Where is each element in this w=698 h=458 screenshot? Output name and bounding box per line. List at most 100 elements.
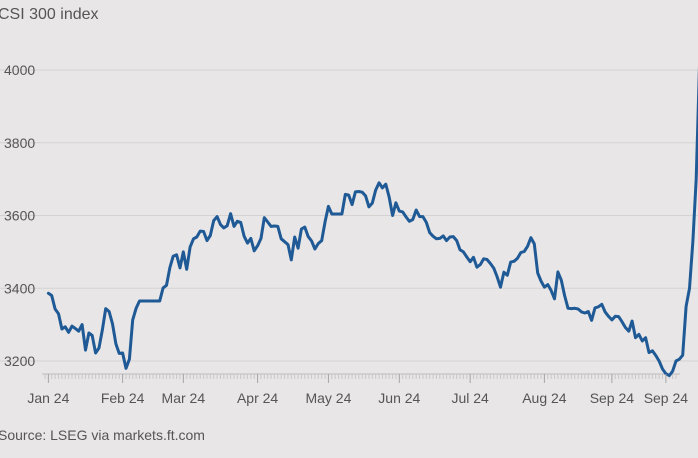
data-point (648, 352, 650, 354)
data-point (169, 266, 171, 269)
data-point (516, 257, 519, 259)
data-point (240, 221, 242, 223)
data-point (594, 307, 596, 309)
data-point (341, 213, 343, 215)
data-point (560, 279, 562, 281)
data-point (348, 194, 350, 196)
data-point (580, 311, 583, 313)
data-point (611, 319, 613, 321)
data-point (371, 202, 373, 204)
data-point (108, 310, 110, 313)
x-tick-label: Sep 24 (644, 390, 689, 406)
data-point (469, 261, 471, 263)
data-point (115, 343, 117, 345)
data-point (317, 242, 319, 245)
data-point (523, 250, 525, 253)
data-point (553, 298, 556, 300)
y-tick-label: 3800 (4, 135, 35, 151)
data-point (628, 330, 630, 332)
data-point (513, 260, 515, 262)
data-point (375, 189, 377, 191)
data-point (304, 226, 306, 228)
y-tick-label: 3400 (4, 280, 35, 296)
data-point (584, 312, 586, 314)
data-point (638, 333, 640, 335)
data-point (425, 221, 427, 223)
data-point (223, 227, 225, 229)
data-point (429, 232, 431, 234)
data-point (655, 354, 657, 357)
data-point (47, 292, 50, 294)
data-point (408, 220, 410, 222)
data-point (358, 190, 360, 193)
data-point (678, 358, 681, 360)
data-point (570, 308, 573, 310)
data-point (506, 274, 508, 276)
data-point (206, 240, 208, 242)
data-point (472, 256, 475, 258)
x-tick-label: Apr 24 (237, 390, 278, 406)
data-point (675, 360, 677, 362)
data-point (78, 330, 80, 332)
data-point (496, 276, 498, 278)
x-tick-label: Aug 24 (522, 390, 567, 406)
data-point (273, 225, 276, 227)
data-point (672, 370, 674, 372)
data-point (604, 311, 606, 313)
data-point (445, 240, 448, 242)
data-point (213, 220, 215, 222)
data-point (125, 367, 127, 369)
data-point (621, 321, 623, 323)
data-point (91, 334, 93, 337)
data-point (601, 303, 603, 305)
data-point (226, 225, 228, 227)
data-point (105, 308, 107, 310)
y-tick-label: 3200 (4, 353, 35, 369)
data-point (695, 178, 697, 180)
x-axis-minor-ticks (44, 374, 677, 379)
data-point (361, 191, 363, 193)
y-tick-label: 4000 (4, 62, 35, 78)
data-point (74, 328, 76, 330)
data-point (452, 236, 454, 238)
data-point (246, 242, 249, 244)
data-point (142, 300, 144, 302)
series-line-csi-300 (46, 65, 698, 378)
data-point (294, 236, 296, 238)
data-point (385, 183, 387, 185)
data-point (422, 216, 424, 218)
data-point (483, 258, 485, 260)
data-point (547, 284, 549, 286)
data-point (557, 271, 559, 273)
data-point (449, 236, 451, 238)
data-point (57, 313, 60, 315)
data-point (402, 211, 404, 213)
data-point (435, 238, 437, 240)
data-point (118, 352, 120, 354)
data-point (179, 267, 181, 269)
data-point (493, 267, 495, 269)
x-tick-label: Jul 24 (451, 390, 489, 406)
data-point (263, 217, 265, 219)
data-point (439, 237, 441, 239)
data-point (419, 216, 421, 218)
data-point (243, 235, 245, 237)
data-point (280, 238, 282, 240)
data-point (641, 340, 643, 342)
data-point (442, 235, 444, 237)
data-point (354, 191, 356, 193)
data-point (172, 255, 174, 257)
data-point (577, 308, 579, 310)
data-point (152, 300, 154, 302)
x-tick-label: Mar 24 (162, 390, 206, 406)
data-point (314, 248, 316, 250)
data-point (645, 337, 647, 339)
data-point (550, 289, 552, 291)
chart-source: Source: LSEG via markets.ft.com (0, 427, 205, 443)
data-point (597, 306, 600, 308)
data-point (682, 354, 684, 356)
data-point (692, 240, 694, 242)
data-point (253, 250, 255, 252)
data-point (489, 262, 491, 265)
